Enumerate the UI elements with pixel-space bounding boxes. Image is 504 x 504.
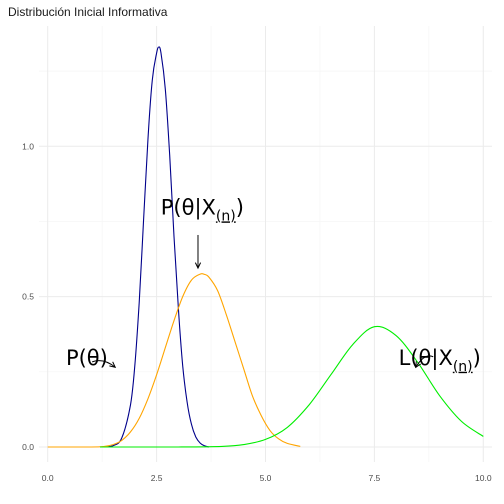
annotation-1: P(θ) — [66, 346, 108, 370]
y-tick-label: 0.5 — [22, 292, 34, 302]
chart-title: Distribución Inicial Informativa — [8, 5, 168, 19]
x-tick-label: 10.0 — [475, 473, 492, 483]
y-tick-label: 1.0 — [22, 141, 34, 151]
annotation-3: L(θ|X(n)) — [399, 346, 481, 375]
axis-ticks: 0.0 2.5 5.0 7.5 10.0 0.0 0.5 1.0 — [22, 141, 492, 483]
y-tick-label: 0.0 — [22, 442, 34, 452]
x-tick-label: 7.5 — [368, 473, 380, 483]
x-tick-label: 0.0 — [42, 473, 54, 483]
x-tick-label: 5.0 — [260, 473, 272, 483]
grid — [39, 26, 492, 462]
series-line-3 — [100, 326, 483, 447]
annotation-arrow-2 — [195, 235, 200, 268]
annotations: P(θ)P(θ|X(n))L(θ|X(n)) — [66, 195, 481, 374]
x-tick-label: 2.5 — [151, 473, 163, 483]
